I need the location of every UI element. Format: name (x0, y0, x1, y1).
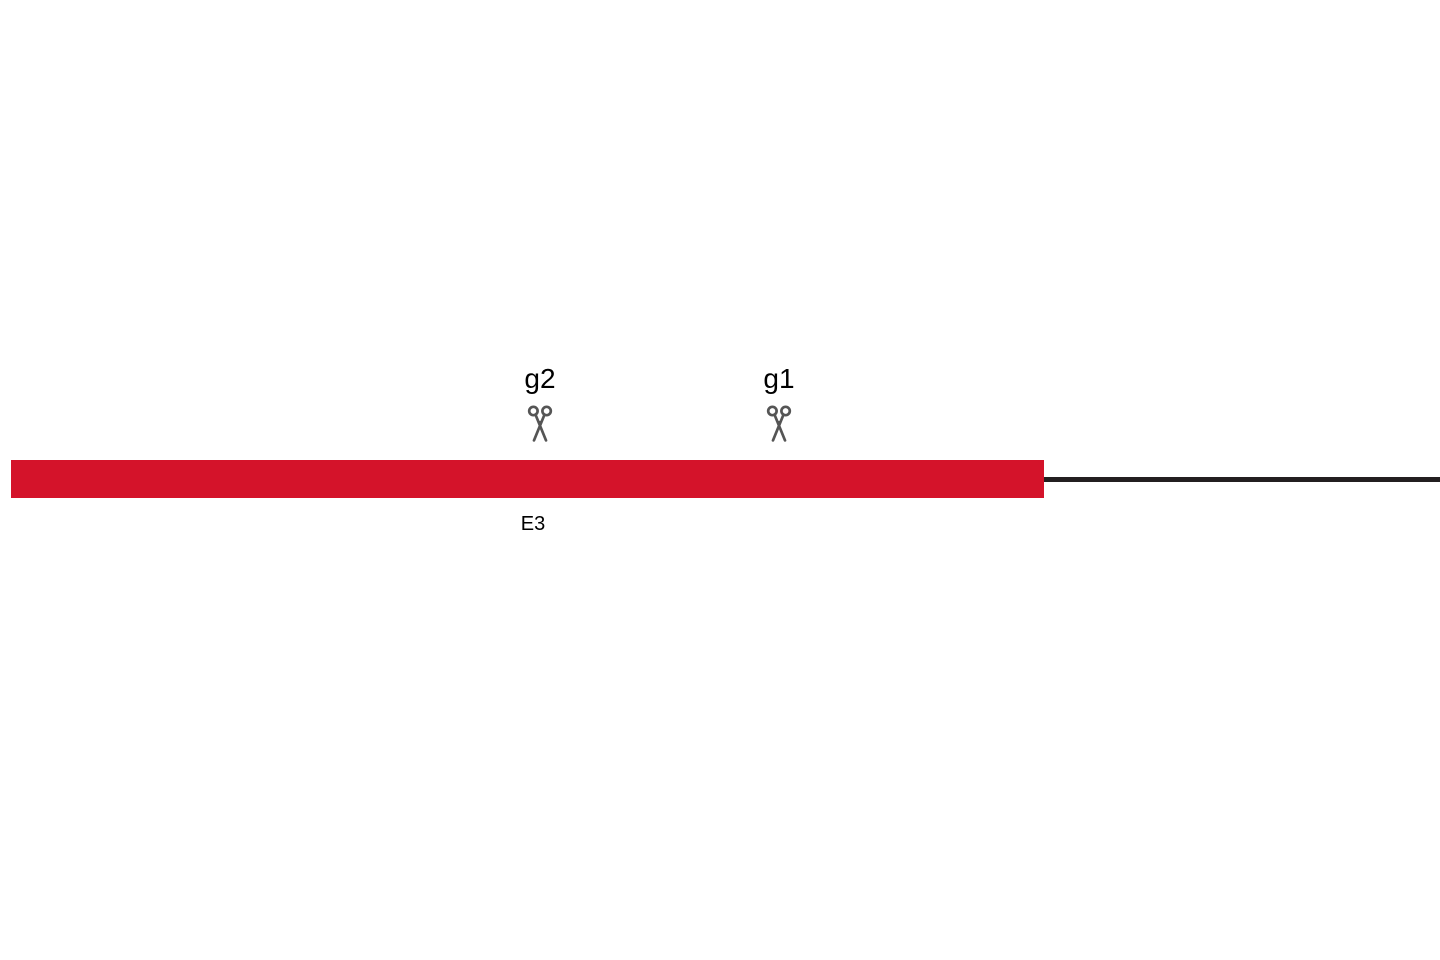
exon-block (11, 460, 1044, 498)
scissors-icon (525, 405, 555, 448)
cut-site-label-g1: g1 (763, 363, 794, 395)
gene-track-line (1044, 477, 1440, 482)
scissors-icon (764, 405, 794, 448)
cut-site-label-g2: g2 (524, 363, 555, 395)
exon-label: E3 (521, 513, 545, 536)
